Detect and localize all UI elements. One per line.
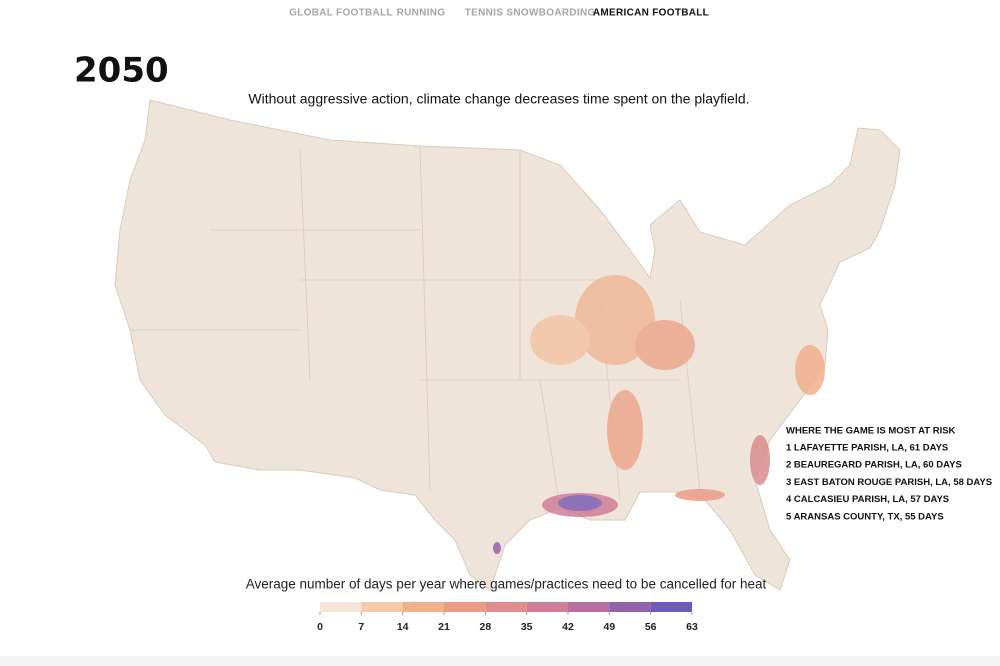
legend-swatch — [650, 602, 692, 612]
legend-tick-label: 49 — [603, 621, 615, 633]
patch — [675, 489, 725, 501]
nav-bar: GLOBAL FOOTBALL RUNNING TENNIS SNOWBOARDING… — [289, 8, 709, 19]
legend-tick-label: 42 — [562, 621, 574, 633]
patch — [575, 275, 655, 365]
state-borders — [130, 145, 701, 509]
risk-item: 2 BEAUREGARD PARISH, LA, 60 DAYS — [786, 460, 962, 471]
patch — [493, 542, 501, 554]
risk-item: 4 CALCASIEU PARISH, LA, 57 DAYS — [786, 494, 949, 505]
legend-swatch — [526, 602, 568, 612]
legend-swatch — [568, 602, 610, 612]
legend-swatch — [361, 602, 403, 612]
legend-tick-label: 56 — [645, 621, 657, 633]
year-heading: 2050 — [74, 51, 169, 91]
risk-item: 1 LAFAYETTE PARISH, LA, 61 DAYS — [786, 443, 948, 454]
risk-list: WHERE THE GAME IS MOST AT RISK 1 LAFAYETT… — [786, 426, 992, 523]
legend-swatch — [609, 602, 651, 612]
legend-title: Average number of days per year where ga… — [246, 577, 767, 592]
heat-patches — [493, 275, 825, 554]
risk-title: WHERE THE GAME IS MOST AT RISK — [786, 426, 956, 437]
legend-tick-label: 28 — [479, 621, 491, 633]
subtitle: Without aggressive action, climate chang… — [248, 91, 749, 107]
legend-tick-label: 7 — [358, 621, 364, 633]
risk-item: 3 EAST BATON ROUGE PARISH, LA, 58 DAYS — [786, 477, 992, 488]
footer-strip — [0, 656, 1000, 666]
nav-item[interactable]: RUNNING — [397, 8, 446, 19]
nav-item[interactable]: TENNIS — [465, 8, 503, 19]
patch — [795, 345, 825, 395]
legend-swatch — [485, 602, 527, 612]
risk-item: 5 ARANSAS COUNTY, TX, 55 DAYS — [786, 511, 944, 522]
patch — [750, 435, 770, 485]
us-outline — [114, 99, 901, 591]
legend-swatch — [444, 602, 486, 612]
legend-tick-label: 35 — [521, 621, 533, 633]
patch — [558, 495, 602, 511]
legend-tick-label: 14 — [397, 621, 409, 633]
legend: 0 7 14 21 28 35 42 49 56 63 — [317, 602, 698, 633]
us-map — [114, 99, 901, 591]
patch — [530, 315, 590, 365]
legend-swatch — [320, 602, 362, 612]
legend-tick-label: 21 — [438, 621, 450, 633]
nav-item[interactable]: SNOWBOARDING — [506, 8, 595, 19]
legend-tick-label: 63 — [686, 621, 698, 633]
nav-item[interactable]: GLOBAL FOOTBALL — [289, 8, 393, 19]
legend-tick-label: 0 — [317, 621, 323, 633]
patch — [607, 390, 643, 470]
legend-swatch — [402, 602, 444, 612]
patch — [635, 320, 695, 370]
nav-item[interactable]: AMERICAN FOOTBALL — [593, 8, 709, 19]
